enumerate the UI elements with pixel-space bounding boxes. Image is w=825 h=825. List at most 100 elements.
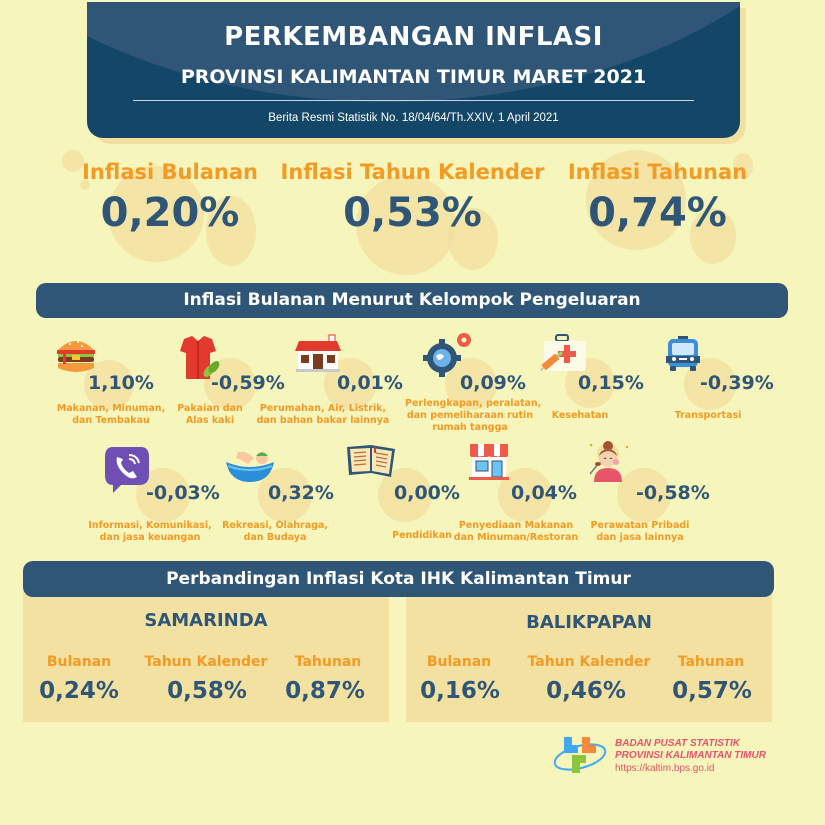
group-value: 0,32% [268,482,334,504]
decor-bubble [448,208,498,270]
decor-bubble [206,196,256,266]
cmp-label-yoy: Tahunan [677,654,745,670]
groups-section-title-text: Inflasi Bulanan Menurut Kelompok Pengelu… [183,290,641,310]
stat-monthly: Inflasi Bulanan 0,20% [70,160,270,236]
group-value: -0,39% [700,372,774,394]
stat-value: 0,53% [343,190,482,236]
group-label-line: Alas kaki [185,415,235,426]
decor-bubble [617,468,671,522]
group-value: 1,10% [88,372,154,394]
group-label: Rekreasi, Olahraga, dan Budaya [220,520,330,544]
city-name: BALIKPAPAN [526,612,652,633]
group-label-line: rumah tangga [432,422,508,433]
burger-icon [57,341,95,372]
storefront-icon [469,444,509,480]
group-label: Perumahan, Air, Listrik, dan bahan bakar… [253,403,393,427]
cmp-value-ytd: 0,46% [546,678,626,704]
panel-samarinda: SAMARINDA Bulanan Tahun Kalender Tahunan… [23,590,389,722]
stat-value: 0,20% [100,190,240,236]
shirt-sandals-icon [180,336,220,379]
group-label-line: Makanan, Minuman, [56,403,166,414]
group-label: Perlengkapan, peralatan, dan pemeliharaa… [405,398,542,434]
group-label-line: dan jasa keuangan [99,532,201,543]
stat-yoy: Inflasi Tahunan 0,74% [555,160,760,236]
group-label-line: dan Budaya [243,532,307,543]
bps-logo-icon [553,737,607,773]
group-label-line: Transportasi [674,410,742,421]
group-label-line: Perumahan, Air, Listrik, [259,403,387,414]
panel-balikpapan: BALIKPAPAN Bulanan Tahun Kalender Tahuna… [406,590,772,722]
group-label: Transportasi [660,410,756,422]
header-divider [133,100,694,101]
stat-label: Inflasi Tahunan [567,160,748,184]
group-label: Pakaian dan Alas kaki [160,403,260,427]
gear-globe-icon [423,333,471,377]
decor-bubble [690,208,736,264]
city-name: SAMARINDA [144,610,268,631]
group-label: Pendidikan [372,530,472,542]
page-title: PERKEMBANGAN INFLASI [224,22,603,52]
stat-ytd: Inflasi Tahun Kalender 0,53% [270,160,555,236]
group-label-line: Informasi, Komunikasi, [88,520,212,531]
group-label: Penyediaan Makanan dan Minuman/Restoran [446,520,586,544]
group-value: 0,01% [337,372,403,394]
groups-section-title: Inflasi Bulanan Menurut Kelompok Pengelu… [36,283,788,318]
decor-bubble [733,153,753,179]
group-value: 0,00% [394,482,460,504]
group-label-line: Penyediaan Makanan [458,520,574,531]
cmp-label-monthly: Bulanan [46,654,112,670]
group-label-line: Pendidikan [392,530,452,541]
group-label-line: Perlengkapan, peralatan, [405,398,542,409]
cmp-value-monthly: 0,16% [420,678,500,704]
comparison-section-title: Perbandingan Inflasi Kota IHK Kalimantan… [23,561,774,597]
release-note: Berita Resmi Statistik No. 18/04/64/Th.X… [268,112,559,124]
group-label-line: dan Minuman/Restoran [453,532,579,543]
group-label: Makanan, Minuman, dan Tembakau [36,403,186,427]
stat-label: Inflasi Bulanan [82,160,258,184]
group-value: 0,15% [578,372,644,394]
cmp-value-yoy: 0,87% [285,678,365,704]
cmp-value-monthly: 0,24% [39,678,119,704]
decor-bubble [356,175,456,275]
swimmer-icon [226,451,274,482]
group-label-line: Kesehatan [551,410,609,421]
cmp-value-ytd: 0,58% [167,678,247,704]
open-book-icon [347,445,395,477]
bps-url-link[interactable]: https://kaltim.bps.go.id [615,763,715,774]
decor-bubble [108,166,204,262]
header-banner: PERKEMBANGAN INFLASI PROVINSI KALIMANTAN… [87,2,740,138]
decor-bubble [258,468,312,522]
cmp-label-yoy: Tahunan [294,654,362,670]
group-label: Informasi, Komunikasi, dan jasa keuangan [85,520,215,544]
cmp-label-monthly: Bulanan [426,654,492,670]
bus-icon [666,336,700,371]
phone-chat-icon [105,447,149,493]
stat-value: 0,74% [588,190,727,236]
page-subtitle: PROVINSI KALIMANTAN TIMUR MARET 2021 [180,66,647,88]
group-label-line: Rekreasi, Olahraga, [222,520,328,531]
group-label-line: Pakaian dan [177,403,243,414]
group-value: -0,03% [146,482,220,504]
group-label-line: dan pemeliharaan rutin [406,410,534,421]
group-label-line: dan bahan bakar lainnya [256,415,390,426]
first-aid-kit-icon [540,334,586,371]
group-label-line: dan Tembakau [72,415,150,426]
cmp-value-yoy: 0,57% [672,678,752,704]
house-icon [295,334,341,372]
comparison-section-title-text: Perbandingan Inflasi Kota IHK Kalimantan… [166,569,631,589]
decor-bubble [80,180,90,190]
bps-org-line1: BADAN PUSAT STATISTIK [615,738,740,749]
decor-bubble [586,150,686,250]
group-label: Perawatan Pribadi dan jasa lainnya [590,520,690,544]
decor-bubble [62,150,84,172]
group-value: 0,09% [460,372,526,394]
group-value: 0,04% [511,482,577,504]
decor-bubble [378,468,432,522]
cmp-label-ytd: Tahun Kalender [527,654,651,670]
group-label-line: Perawatan Pribadi [590,520,690,531]
group-value: -0,59% [211,372,285,394]
group-label: Kesehatan [540,410,620,422]
makeup-woman-icon [589,441,629,482]
stat-label: Inflasi Tahun Kalender [280,160,545,184]
group-label-line: dan jasa lainnya [596,532,684,543]
